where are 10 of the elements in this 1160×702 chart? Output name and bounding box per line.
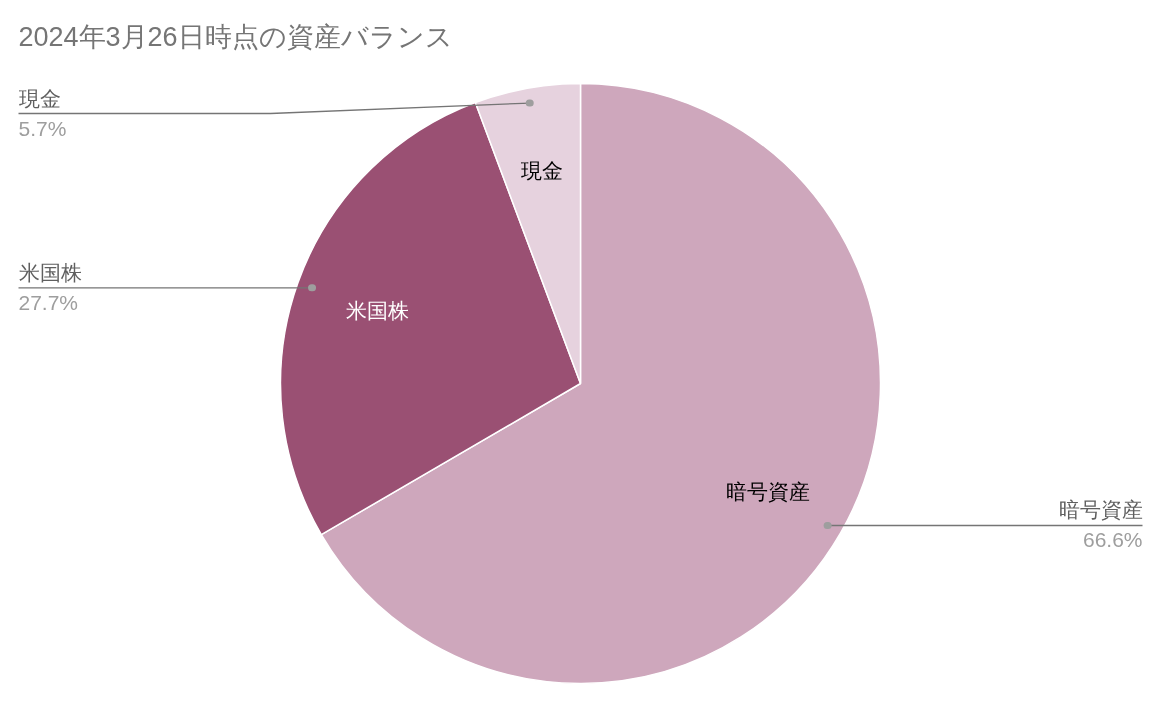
slice-label: 暗号資産 — [725, 479, 810, 503]
chart-title: 2024年3月26日時点の資産バランス — [18, 21, 453, 52]
data-label: 27.7% — [18, 290, 79, 314]
slice-label: 米国株 — [18, 260, 82, 284]
slice-label: 暗号資産 — [1058, 498, 1143, 522]
data-label: 5.7% — [18, 116, 67, 140]
slice-label: 米国株 — [345, 299, 409, 323]
slice-label: 現金 — [18, 86, 61, 110]
slice-label: 現金 — [521, 159, 564, 183]
data-label: 66.6% — [1082, 528, 1143, 552]
